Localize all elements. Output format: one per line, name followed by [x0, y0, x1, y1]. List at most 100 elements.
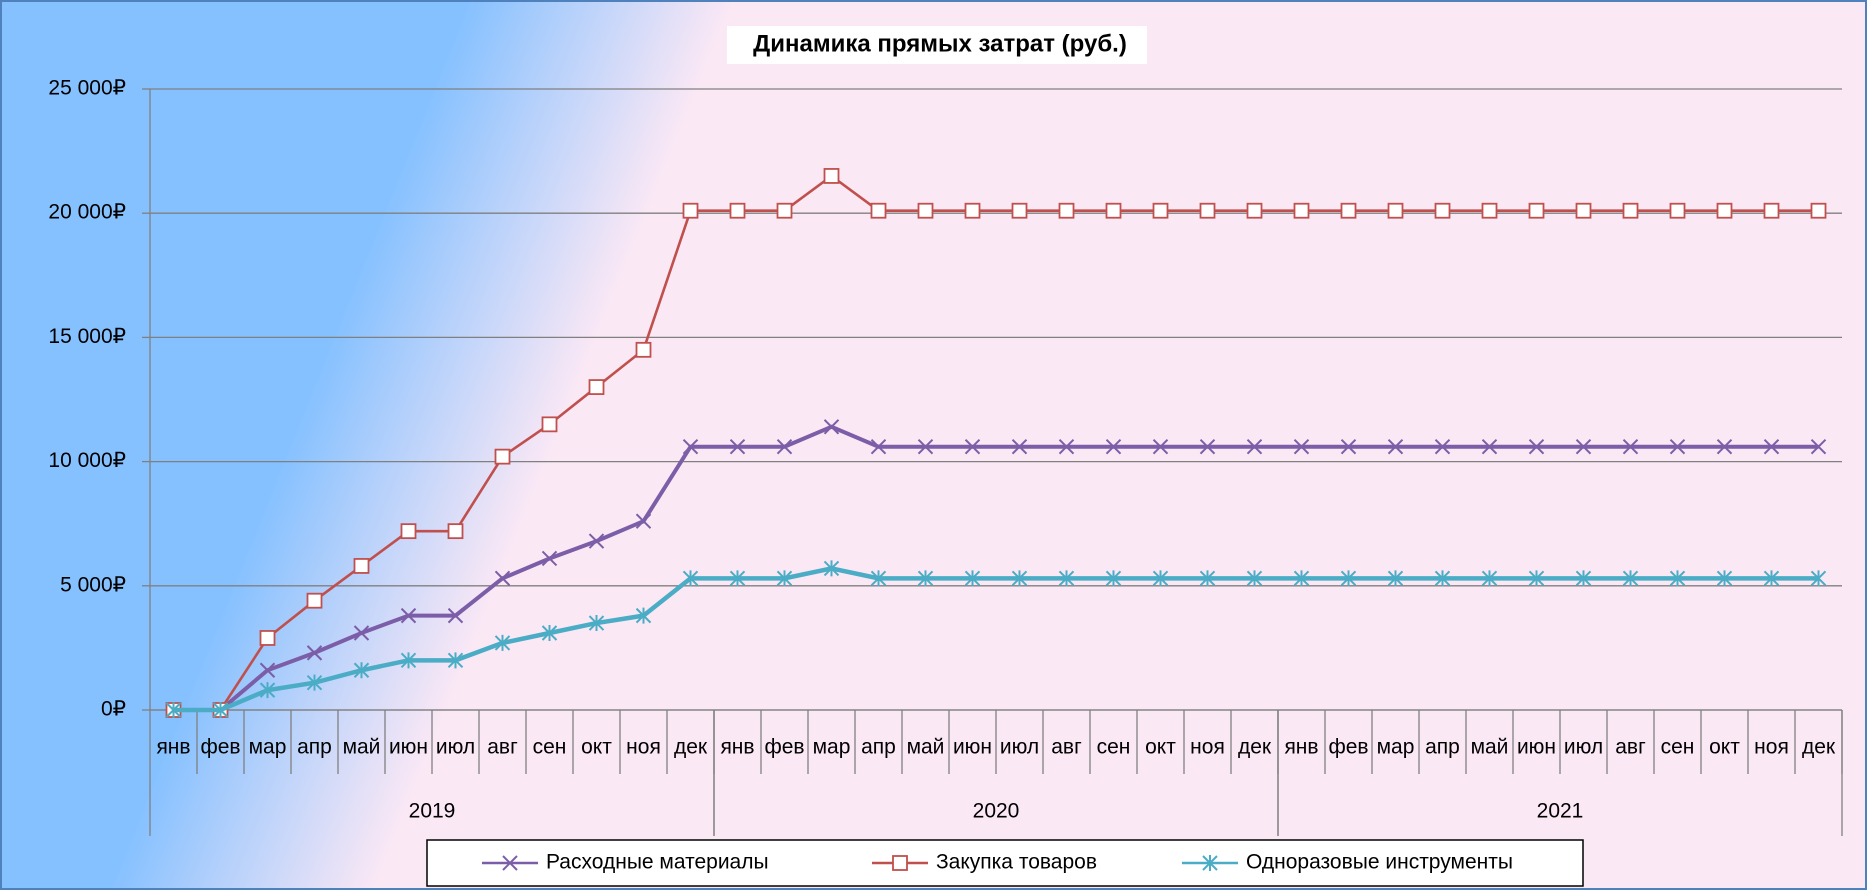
x-group-label: 2021 — [1537, 800, 1584, 823]
series-line — [173, 566, 1819, 713]
x-tick-label: янв — [156, 736, 190, 759]
marker — [870, 570, 887, 587]
marker — [541, 624, 558, 641]
marker — [1763, 438, 1780, 455]
x-tick-label: янв — [1284, 736, 1318, 759]
marker — [1575, 570, 1592, 587]
marker — [1669, 438, 1686, 455]
marker — [1387, 202, 1404, 219]
marker — [1716, 570, 1733, 587]
x-tick-label: фев — [1328, 736, 1368, 759]
marker — [1199, 438, 1216, 455]
marker — [1810, 570, 1827, 587]
marker — [1716, 438, 1733, 455]
marker — [776, 570, 793, 587]
marker — [1669, 202, 1686, 219]
marker — [400, 652, 417, 669]
x-tick-label: июн — [953, 736, 992, 759]
y-tick-label: 15 000₽ — [48, 325, 126, 348]
x-tick-label: дек — [1802, 736, 1836, 759]
marker — [682, 570, 699, 587]
marker — [964, 202, 981, 219]
x-tick-label: сен — [1661, 736, 1695, 759]
marker — [1763, 202, 1780, 219]
legend-marker — [502, 855, 518, 871]
marker — [259, 662, 276, 678]
marker — [1011, 438, 1028, 455]
marker — [1716, 202, 1733, 219]
marker — [353, 558, 370, 574]
legend-box — [426, 839, 1584, 887]
x-tick-label: фев — [764, 736, 804, 759]
marker — [541, 416, 558, 433]
marker — [1058, 202, 1075, 219]
marker — [1340, 438, 1357, 455]
marker — [964, 438, 981, 455]
marker — [1810, 438, 1827, 455]
x-tick-label: июн — [389, 736, 428, 759]
x-tick-label: май — [907, 736, 945, 759]
marker — [1622, 202, 1639, 219]
marker — [1105, 438, 1122, 455]
marker — [917, 438, 934, 455]
marker — [1058, 570, 1075, 587]
marker — [1293, 438, 1310, 455]
marker — [353, 625, 370, 641]
marker — [588, 533, 605, 549]
marker — [1246, 570, 1263, 587]
marker — [1622, 438, 1639, 455]
x-tick-label: окт — [1709, 736, 1740, 759]
legend-label: Закупка товаров — [936, 851, 1097, 874]
marker — [635, 513, 652, 529]
legend-marker — [892, 855, 908, 871]
marker — [1340, 202, 1357, 219]
marker — [494, 634, 511, 651]
x-tick-label: апр — [861, 736, 896, 759]
marker — [917, 202, 934, 219]
marker — [1152, 438, 1169, 455]
marker — [353, 662, 370, 679]
marker — [1575, 438, 1592, 455]
x-tick-label: июн — [1517, 736, 1556, 759]
marker — [259, 630, 276, 646]
marker — [1434, 570, 1451, 587]
marker — [400, 523, 417, 540]
marker — [1434, 202, 1451, 219]
y-tick-label: 5 000₽ — [60, 573, 126, 596]
marker — [870, 438, 887, 455]
marker — [1011, 570, 1028, 587]
x-tick-label: дек — [674, 736, 708, 759]
marker — [823, 168, 840, 184]
marker — [1058, 438, 1075, 455]
marker — [1528, 202, 1545, 219]
marker — [1575, 202, 1592, 219]
marker — [635, 607, 652, 624]
marker — [1387, 438, 1404, 455]
marker — [259, 682, 276, 699]
series-line — [173, 424, 1819, 712]
marker — [1199, 202, 1216, 219]
marker — [823, 560, 840, 577]
legend-label: Одноразовые инструменты — [1246, 851, 1513, 874]
chart-title: Динамика прямых затрат (руб.) — [753, 30, 1127, 57]
marker — [165, 702, 182, 718]
marker — [1340, 570, 1357, 587]
marker — [1011, 202, 1028, 219]
marker — [1105, 570, 1122, 587]
marker — [729, 570, 746, 587]
marker — [964, 570, 981, 587]
x-tick-label: авг — [1615, 736, 1646, 759]
marker — [823, 419, 840, 435]
x-tick-label: май — [343, 736, 381, 759]
x-tick-label: апр — [297, 736, 332, 759]
x-tick-label: ноя — [626, 736, 661, 759]
marker — [1246, 438, 1263, 455]
marker — [1622, 570, 1639, 587]
marker — [1152, 202, 1169, 219]
marker — [917, 570, 934, 587]
x-tick-label: мар — [813, 736, 851, 759]
marker — [682, 202, 699, 219]
marker — [1387, 570, 1404, 587]
